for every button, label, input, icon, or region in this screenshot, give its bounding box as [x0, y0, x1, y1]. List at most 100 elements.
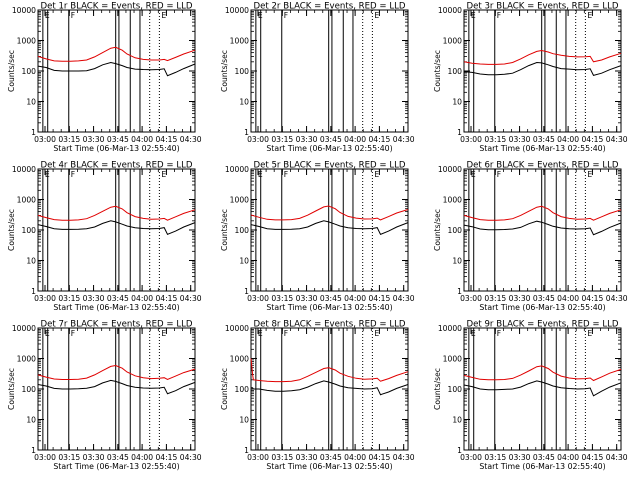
panel-title: Det 5r BLACK = Events, RED = LLD [253, 161, 405, 171]
y-tick-label: 100 [235, 226, 250, 235]
x-tick-label: 03:15 [58, 453, 80, 462]
y-tick-label: 1 [244, 128, 249, 137]
y-tick-label: 10 [239, 257, 249, 266]
panel-title: Det 2r BLACK = Events, RED = LLD [253, 2, 405, 12]
x-tick-label: 03:30 [296, 135, 318, 144]
event-marker-label: E [161, 329, 166, 338]
x-axis-label: Start Time (06-Mar-13 02:55:40) [266, 462, 392, 471]
lld-series-line [463, 365, 622, 382]
x-tick-label: 03:00 [247, 294, 269, 303]
x-tick-label: 04:00 [557, 453, 579, 462]
y-tick-label: 10000 [438, 324, 462, 333]
y-tick-label: 10000 [225, 324, 249, 333]
x-tick-label: 04:15 [368, 453, 390, 462]
lld-series-line [250, 205, 409, 221]
x-tick-label: 04:00 [131, 294, 153, 303]
event-marker-label: E [374, 11, 379, 20]
detector-panel-3: Det 3r BLACK = Events, RED = LLD 1 10 100 10… [433, 2, 628, 154]
x-tick-label: 03:15 [484, 453, 506, 462]
y-axis-label: Counts/sec [220, 209, 229, 251]
y-axis-label: Counts/sec [433, 209, 442, 251]
y-tick-label: 10000 [12, 6, 36, 15]
y-tick-label: 1000 [17, 37, 36, 46]
y-tick-label: 1000 [230, 355, 249, 364]
x-tick-label: 03:30 [83, 294, 105, 303]
y-axis-label: Counts/sec [220, 368, 229, 410]
x-tick-label: 04:15 [368, 294, 390, 303]
x-axis-label: Start Time (06-Mar-13 02:55:40) [479, 303, 605, 312]
y-tick-label: 10 [26, 98, 36, 107]
x-tick-label: 03:15 [271, 135, 293, 144]
event-marker-label: F [497, 11, 501, 20]
x-tick-label: 04:30 [606, 453, 628, 462]
x-tick-label: 03:15 [271, 294, 293, 303]
events-series-line [463, 380, 622, 397]
y-axis-label: Counts/sec [433, 368, 442, 410]
event-marker-label: E [161, 170, 166, 179]
event-marker-label: E [587, 11, 592, 20]
x-tick-label: 03:45 [320, 294, 342, 303]
detector-panel-9: Det 9r BLACK = Events, RED = LLD 1 10 100 10… [433, 320, 628, 472]
x-tick-label: 03:15 [484, 135, 506, 144]
x-tick-label: 03:45 [107, 294, 129, 303]
y-tick-label: 10000 [12, 324, 36, 333]
y-tick-label: 1 [244, 446, 249, 455]
detector-panel-5: Det 5r BLACK = Events, RED = LLD 1 10 100 10… [220, 161, 415, 313]
x-tick-label: 03:30 [83, 135, 105, 144]
events-series-line [250, 220, 409, 236]
panel-title: Det 3r BLACK = Events, RED = LLD [466, 2, 618, 12]
x-tick-label: 03:00 [460, 453, 482, 462]
y-tick-label: 1 [457, 287, 462, 296]
events-series-line [463, 61, 622, 76]
y-tick-label: 1 [31, 287, 36, 296]
x-tick-label: 03:15 [58, 294, 80, 303]
detector-panel-7: Det 7r BLACK = Events, RED = LLD 1 10 100 10… [7, 320, 202, 472]
plot-frame [250, 9, 409, 133]
x-tick-label: 03:45 [533, 453, 555, 462]
y-tick-label: 10 [239, 98, 249, 107]
plot-frame [250, 327, 409, 451]
y-tick-label: 1000 [17, 196, 36, 205]
x-tick-label: 04:00 [344, 294, 366, 303]
x-tick-label: 03:30 [296, 453, 318, 462]
events-series-line [37, 220, 196, 236]
plot-frame [250, 168, 409, 292]
events-series-line [251, 380, 409, 396]
y-axis-label: Counts/sec [7, 368, 16, 410]
x-tick-label: 04:30 [606, 135, 628, 144]
y-tick-label: 10000 [225, 165, 249, 174]
x-axis-label: Start Time (06-Mar-13 02:55:40) [266, 144, 392, 153]
x-tick-label: 03:30 [296, 294, 318, 303]
y-tick-label: 100 [235, 67, 250, 76]
x-tick-label: 03:45 [107, 135, 129, 144]
x-tick-label: 04:30 [180, 453, 202, 462]
x-tick-label: 03:15 [271, 453, 293, 462]
y-tick-label: 100 [22, 385, 37, 394]
panel-title: Det 7r BLACK = Events, RED = LLD [40, 320, 192, 330]
x-axis-label: Start Time (06-Mar-13 02:55:40) [479, 144, 605, 153]
y-tick-label: 1000 [443, 196, 462, 205]
lld-series-line [37, 205, 196, 221]
event-marker-label: E [587, 329, 592, 338]
x-tick-label: 03:15 [58, 135, 80, 144]
y-tick-label: 1 [244, 287, 249, 296]
y-tick-label: 1 [457, 446, 462, 455]
y-tick-label: 1000 [443, 355, 462, 364]
events-series-line [37, 379, 196, 395]
y-tick-label: 100 [22, 226, 37, 235]
x-tick-label: 04:15 [368, 135, 390, 144]
y-tick-label: 1000 [17, 355, 36, 364]
plot-frame [463, 9, 622, 133]
detector-panel-8: Det 8r BLACK = Events, RED = LLD 1 10 100 10… [220, 320, 415, 472]
y-tick-label: 10 [452, 416, 462, 425]
x-tick-label: 04:30 [393, 135, 415, 144]
y-tick-label: 1 [31, 446, 36, 455]
x-tick-label: 03:00 [34, 294, 56, 303]
y-tick-label: 100 [448, 385, 463, 394]
y-tick-label: 10 [26, 257, 36, 266]
x-tick-label: 03:45 [533, 135, 555, 144]
events-series-line [37, 61, 196, 77]
panel-title: Det 1r BLACK = Events, RED = LLD [40, 2, 192, 12]
detector-panel-1: Det 1r BLACK = Events, RED = LLD 1 10 100 10… [7, 2, 202, 154]
